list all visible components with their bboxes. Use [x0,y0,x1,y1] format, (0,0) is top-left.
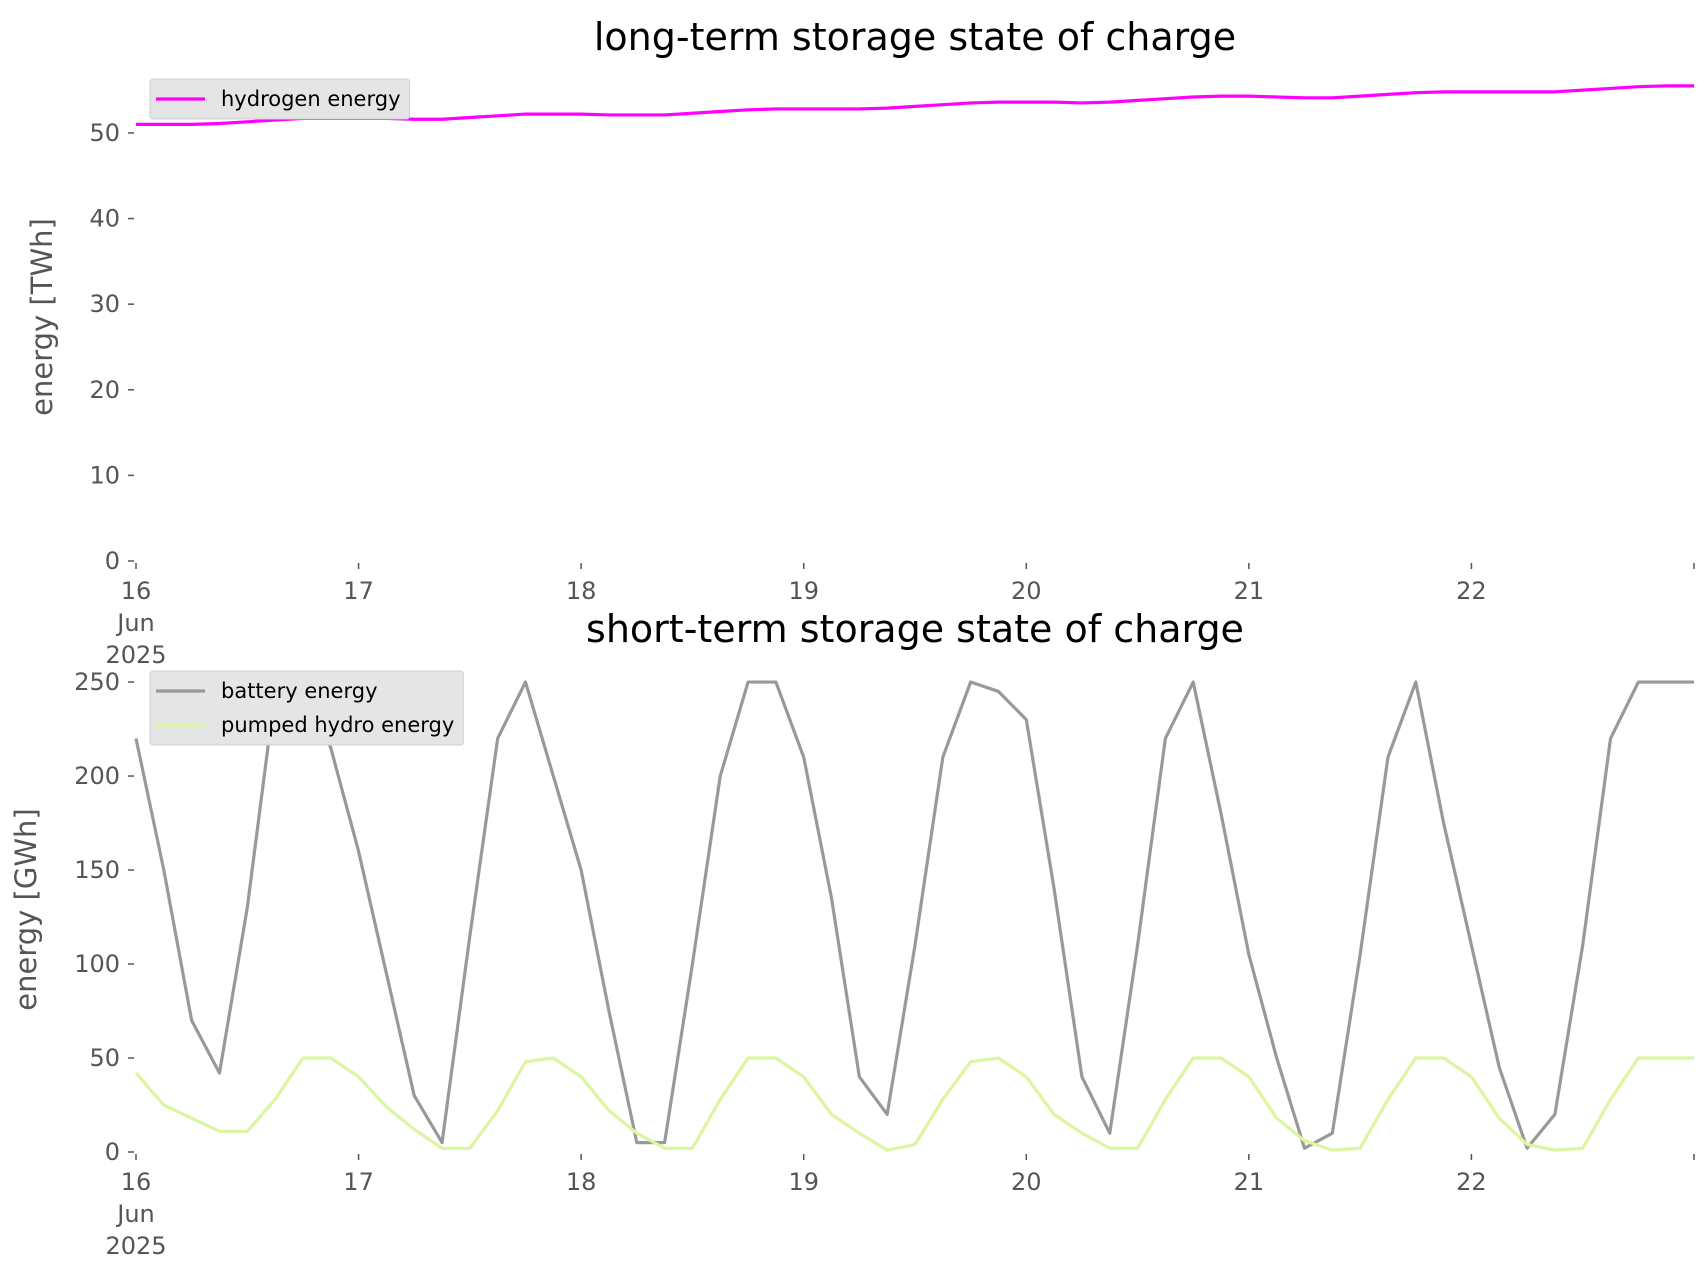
x-tick-label: 19 [788,577,819,605]
legend-box [149,670,464,746]
x-tick-label: 16 Jun 2025 [105,1168,166,1260]
y-tick-label: 20 [89,376,120,404]
y-tick-label: 200 [74,762,120,790]
y-tick-label: 0 [105,1138,120,1166]
x-tick-label: 17 [343,577,374,605]
legend-label: pumped hydro energy [221,713,454,737]
y-tick-label: 100 [74,950,120,978]
y-axis-label: energy [TWh] [25,218,59,416]
x-tick-label: 20 [1011,577,1042,605]
series-line [134,680,1694,1150]
y-tick-label: 150 [74,856,120,884]
x-tick-label: 19 [788,1168,819,1196]
x-tick-label: 17 [343,1168,374,1196]
y-tick-label: 50 [89,1044,120,1072]
y-tick-label: 250 [74,668,120,696]
legend-box [149,78,410,120]
x-tick-label: 21 [1234,1168,1265,1196]
series-line [134,1056,1694,1152]
y-tick-label: 10 [89,461,120,489]
x-tick-label: 21 [1234,577,1265,605]
chart-title: long-term storage state of charge [594,15,1236,59]
legend-label: hydrogen energy [221,87,401,111]
y-tick-label: 0 [105,547,120,575]
x-tick-label: 18 [566,577,597,605]
x-tick-label: 22 [1456,1168,1487,1196]
chart-title: short-term storage state of charge [586,607,1244,651]
x-tick-label: 20 [1011,1168,1042,1196]
legend: hydrogen energy [149,78,410,120]
x-tick-label: 22 [1456,577,1487,605]
legend: battery energy pumped hydro energy [149,670,464,746]
y-tick-label: 40 [89,205,120,233]
x-tick-label: 16 Jun 2025 [105,577,166,669]
x-tick-label: 18 [566,1168,597,1196]
y-tick-label: 30 [89,290,120,318]
y-axis-label: energy [GWh] [9,808,43,1010]
y-tick-label: 50 [89,119,120,147]
legend-label: battery energy [221,679,378,703]
